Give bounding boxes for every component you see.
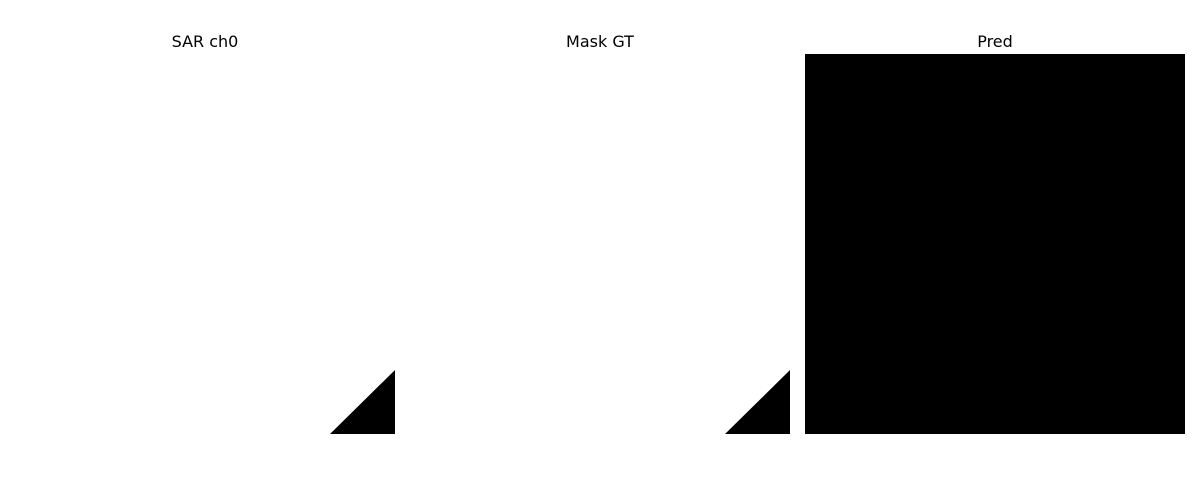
mask-panel-title: Mask GT (566, 32, 634, 51)
pred-image (805, 54, 1185, 434)
mask-panel: Mask GT (410, 0, 790, 484)
sar-panel: SAR ch0 (15, 0, 395, 484)
mask-image (410, 54, 790, 434)
mask-dark-region (725, 370, 790, 434)
pred-image-fill (805, 54, 1185, 434)
pred-panel: Pred (805, 0, 1185, 484)
mask-image-background (410, 54, 790, 434)
sar-image-background (15, 54, 395, 434)
sar-image (15, 54, 395, 434)
sar-panel-title: SAR ch0 (171, 32, 239, 51)
pred-panel-title: Pred (977, 32, 1013, 51)
sar-dark-region (330, 370, 395, 434)
